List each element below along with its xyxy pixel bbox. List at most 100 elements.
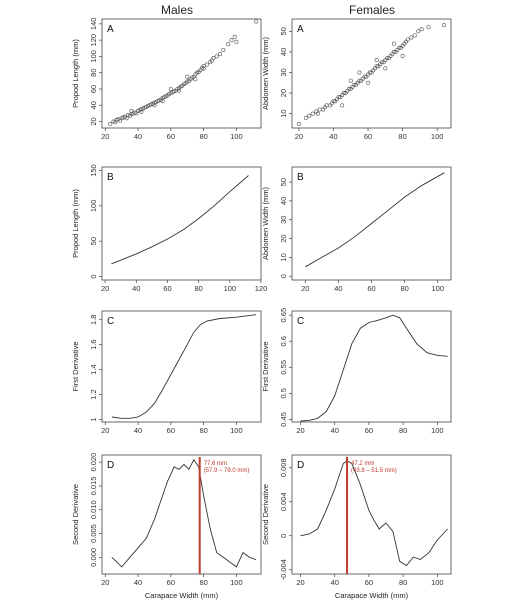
females-A-data-point	[391, 41, 396, 46]
males-D-threshold-value: 77.6 mm	[204, 461, 227, 467]
males-C-x-tick-label: 80	[199, 426, 207, 435]
males-A-data-point	[177, 88, 182, 93]
males-A-x-tick-label: 40	[134, 132, 142, 141]
males-D-x-tick-label: 40	[134, 578, 142, 587]
females-D-x-tick-label: 60	[365, 578, 373, 587]
females-B-y-axis-label: Abdomen Width (mm)	[261, 187, 270, 260]
males-A-data-point	[129, 108, 134, 113]
females-A-data-point	[303, 115, 308, 120]
females-A-data-point	[331, 99, 336, 104]
females-D-x-tick-label: 20	[296, 578, 304, 587]
males-A-data-point	[168, 86, 173, 91]
males-A-y-tick-label: 120	[89, 34, 98, 47]
males-D-x-tick-label: 60	[167, 578, 175, 587]
males-A-data-point	[232, 34, 237, 39]
males-B-x-tick-label: 100	[224, 284, 237, 293]
males-A-data-point	[254, 19, 259, 24]
females-D-x-tick-label: 40	[331, 578, 339, 587]
males-D-panel: D 20 40 60 80 100 0.000 0.005 0.010 0.015 0.020 Sec…	[71, 453, 262, 600]
males-A-data-point	[209, 58, 214, 63]
males-D-panel-label: D	[107, 460, 114, 471]
males-A-data-point	[201, 66, 206, 71]
females-A-data-point	[366, 80, 371, 85]
females-A-data-point	[315, 111, 320, 116]
females-B-x-tick-label: 60	[367, 284, 375, 293]
females-A-x-tick-label: 60	[364, 132, 372, 141]
males-C-x-tick-label: 100	[230, 426, 243, 435]
females-C-x-tick-label: 60	[365, 426, 373, 435]
females-C-plot-frame	[291, 310, 452, 423]
females-A-x-tick-label: 40	[329, 132, 337, 141]
females-D-y-tick-label: 0.004	[279, 492, 288, 511]
males-A-data-point	[214, 54, 219, 59]
males-column-title: Males	[161, 3, 193, 17]
males-D-x-tick-label: 20	[101, 578, 109, 587]
females-A-data-point	[426, 25, 431, 30]
females-C-y-axis-label: First Derivative	[261, 341, 270, 391]
females-D-y-axis-label: Second Derivative	[261, 484, 270, 545]
females-C-panel-label: C	[297, 316, 304, 327]
females-D-series-line	[300, 460, 448, 567]
females-D-panel-label: D	[297, 460, 304, 471]
females-D-plot-frame	[291, 454, 452, 575]
males-A-data-point	[234, 39, 239, 44]
females-B-y-tick-label: 50	[279, 178, 288, 186]
females-A-y-tick-label: 10	[279, 109, 288, 117]
males-D-y-tick-label: 0.000	[89, 548, 98, 567]
males-B-panel-label: B	[107, 172, 114, 183]
females-A-x-tick-label: 80	[398, 132, 406, 141]
males-B-panel: B 20 40 60 80 100 120 0 50 100 150 Propod Length (m…	[71, 164, 267, 293]
males-A-x-tick-label: 20	[101, 132, 109, 141]
females-D-x-tick-label: 100	[431, 578, 444, 587]
females-C-y-tick-label: 0.55	[279, 360, 288, 375]
females-A-y-tick-label: 40	[279, 48, 288, 56]
males-B-y-tick-label: 150	[89, 164, 98, 177]
males-C-plot-frame	[101, 310, 262, 423]
females-A-data-point	[405, 37, 410, 42]
males-A-x-tick-label: 60	[167, 132, 175, 141]
males-D-y-axis-label: Second Derivative	[71, 484, 80, 545]
females-C-x-tick-label: 80	[399, 426, 407, 435]
males-D-x-tick-label: 100	[230, 578, 243, 587]
females-C-x-tick-label: 20	[296, 426, 304, 435]
females-A-data-point	[310, 111, 315, 116]
females-A-data-point	[357, 78, 362, 83]
males-A-y-tick-label: 40	[89, 101, 98, 109]
females-B-panel: B 20 40 60 80 100 0 10 20 30 40 50 Abdomen Width (mm…	[261, 166, 452, 293]
females-A-data-point	[362, 74, 367, 79]
males-A-x-tick-label: 100	[230, 132, 243, 141]
males-C-y-tick-label: 1.4	[89, 364, 98, 374]
males-D-threshold-interval: (57.9 – 79.0 mm)	[204, 468, 250, 474]
males-A-data-point	[226, 42, 231, 47]
males-A-data-point	[193, 77, 198, 82]
males-C-x-tick-label: 20	[101, 426, 109, 435]
females-A-y-axis-label: Abdomen Width (mm)	[261, 37, 270, 110]
males-A-y-axis-label: Propod Length (mm)	[71, 39, 80, 108]
males-D-y-tick-label: 0.010	[89, 500, 98, 519]
females-B-x-tick-label: 20	[301, 284, 309, 293]
females-B-x-tick-label: 100	[431, 284, 444, 293]
females-column-title: Females	[349, 3, 395, 17]
males-A-panel: A 20 40 60 80 100 20 40 60 80 100 120 140 Propod Leng…	[71, 18, 262, 141]
females-A-data-point	[347, 86, 352, 91]
males-B-x-tick-label: 80	[194, 284, 202, 293]
males-D-y-tick-label: 0.015	[89, 477, 98, 496]
males-A-y-tick-label: 20	[89, 117, 98, 125]
males-D-x-tick-label: 80	[199, 578, 207, 587]
males-C-y-tick-label: 1.2	[89, 389, 98, 399]
females-C-x-tick-label: 40	[331, 426, 339, 435]
females-C-y-tick-label: 0.6	[279, 336, 288, 346]
males-C-x-tick-label: 40	[134, 426, 142, 435]
females-C-y-tick-label: 0.45	[279, 412, 288, 427]
males-B-x-tick-label: 20	[101, 284, 109, 293]
females-A-data-point	[357, 70, 362, 75]
females-A-panel: A 20 40 60 80 100 10 20 30 40 50 Abdomen Width (mm)	[261, 18, 452, 141]
females-A-data-point	[419, 27, 424, 32]
males-B-series-line	[111, 175, 249, 265]
females-A-data-point	[385, 56, 390, 61]
females-C-series-line	[300, 314, 448, 422]
males-D-series-line	[111, 458, 257, 568]
males-A-y-tick-label: 60	[89, 85, 98, 93]
